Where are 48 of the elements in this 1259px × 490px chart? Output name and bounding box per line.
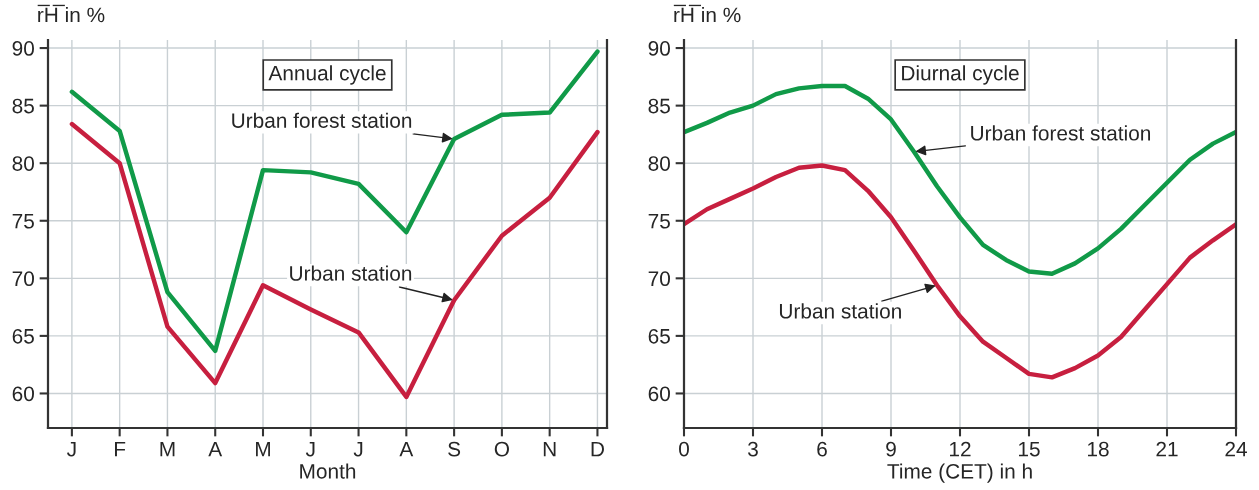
x-tick-label: M bbox=[160, 441, 175, 457]
y-tick-label: 60 bbox=[12, 386, 34, 402]
line-series bbox=[684, 163, 1236, 380]
series-label: Urban station bbox=[779, 303, 901, 319]
text: Urban forest station bbox=[232, 112, 412, 128]
x-tick-label: J bbox=[305, 441, 315, 457]
y-axis-title: r̅H̅ in % bbox=[673, 4, 741, 23]
x-tick-label: M bbox=[256, 441, 270, 457]
x-tick-label: D bbox=[591, 441, 604, 457]
x-tick-label: S bbox=[448, 441, 461, 457]
y-tick-label: 80 bbox=[648, 156, 670, 171]
y-tick-label: 65 bbox=[648, 328, 670, 344]
x-tick-label: 15 bbox=[1019, 441, 1040, 457]
x-tick-label: A bbox=[399, 441, 414, 457]
x-tick-label: O bbox=[494, 441, 509, 457]
x-tick-label: 0 bbox=[679, 441, 689, 457]
x-tick-label: F bbox=[115, 441, 126, 457]
y-tick-label: 75 bbox=[648, 213, 670, 229]
line-series bbox=[69, 49, 600, 354]
series-label: Urban station bbox=[290, 265, 412, 281]
x-axis-title: Month bbox=[300, 463, 356, 479]
x-tick-label: 21 bbox=[1156, 441, 1178, 457]
x-tick-label: J bbox=[67, 441, 76, 457]
x-axis-title: Time (CET) in h bbox=[887, 463, 1032, 483]
text: Diurnal cycle bbox=[902, 65, 1019, 85]
y-tick-label: 90 bbox=[12, 41, 34, 56]
x-tick-label: 6 bbox=[817, 441, 827, 457]
x-tick-label: 24 bbox=[1225, 441, 1247, 457]
x-tick-label: 12 bbox=[950, 441, 971, 457]
x-tick-label: 9 bbox=[886, 441, 896, 457]
x-tick-label: J bbox=[353, 441, 363, 457]
text: Annual cycle bbox=[268, 65, 386, 85]
y-tick-label: 80 bbox=[12, 156, 34, 171]
x-tick-label: A bbox=[208, 441, 223, 457]
y-tick-label: 70 bbox=[12, 271, 34, 287]
text: Urban forest station bbox=[971, 125, 1151, 141]
y-tick-label: 85 bbox=[648, 98, 670, 114]
y-tick-label: 70 bbox=[648, 271, 670, 287]
x-tick-label: N bbox=[543, 441, 556, 457]
line-series bbox=[684, 83, 1236, 276]
y-tick-label: 90 bbox=[648, 41, 670, 56]
y-tick-label: 75 bbox=[12, 213, 34, 229]
y-tick-label: 60 bbox=[648, 386, 670, 402]
x-tick-label: 3 bbox=[748, 441, 758, 457]
x-tick-label: 18 bbox=[1088, 441, 1109, 457]
y-tick-label: 65 bbox=[12, 328, 34, 344]
y-axis-title: r̅H̅ in % bbox=[37, 4, 105, 23]
y-tick-label: 85 bbox=[12, 98, 34, 114]
